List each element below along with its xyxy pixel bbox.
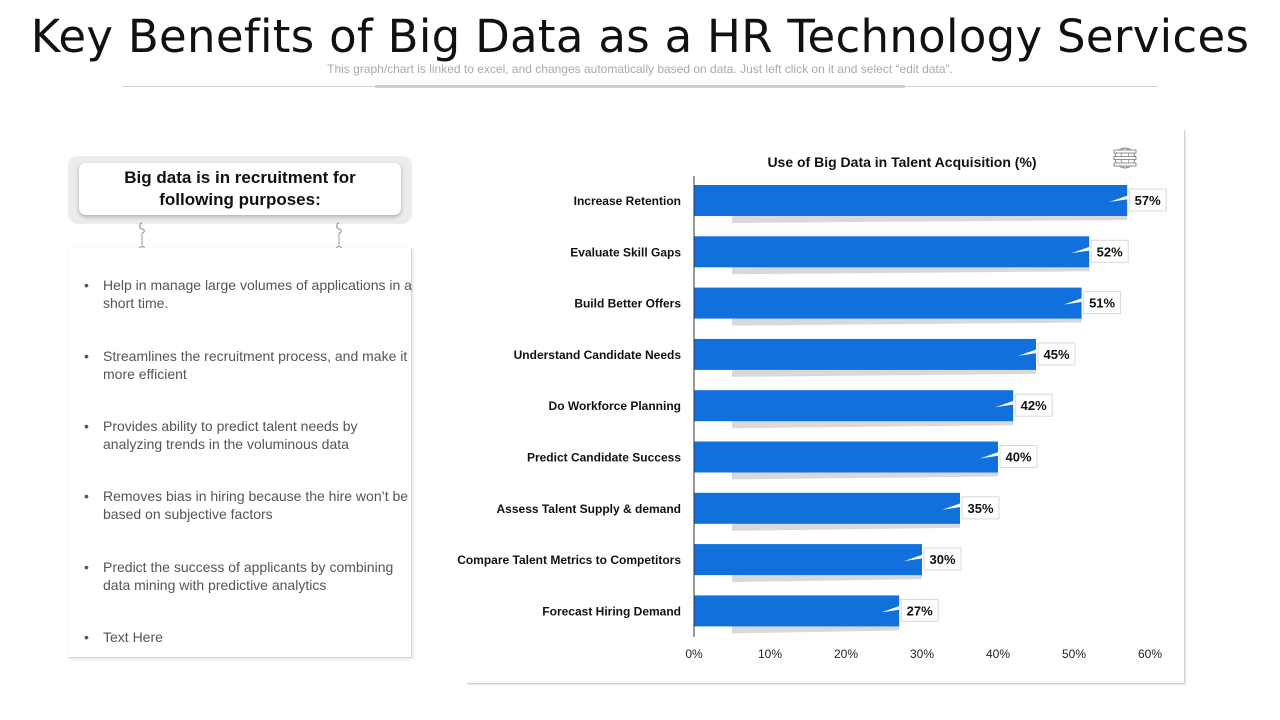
bullet-icon: • [84,418,89,434]
data-label: 40% [1005,450,1031,465]
x-tick-label: 60% [1138,647,1162,661]
data-label-box [1128,188,1167,212]
data-label: 57% [1135,193,1161,208]
purpose-list-panel: • Help in manage large volumes of applica… [68,248,412,658]
bar[interactable] [694,338,1036,370]
data-label: 45% [1043,347,1069,362]
bar[interactable] [694,390,1014,422]
page-subtitle: This graph/chart is linked to excel, and… [327,62,953,76]
data-label-pointer [1109,195,1130,202]
list-item: • Text Here [84,629,163,645]
bar[interactable] [694,492,960,524]
bar[interactable] [694,236,1090,268]
bullet-icon: • [84,488,89,504]
bar-shadow [732,265,1090,275]
data-label-box [900,598,939,622]
panel-heading: Big data is in recruitment for following… [79,163,401,215]
list-item: • Removes bias in hiring because the hire… [84,488,409,522]
bar-shadow [732,419,1014,429]
data-label-box [1037,342,1076,366]
data-label-box [999,445,1038,468]
bar[interactable] [694,441,998,473]
bar[interactable] [694,185,1128,216]
bar-shadow [732,214,1128,223]
data-label-box [1014,393,1053,417]
category-label: Build Better Offers [574,297,681,311]
category-label: Do Workforce Planning [549,399,681,413]
data-label-pointer [1018,348,1038,356]
bar-shadow [732,573,922,583]
bullet-icon: • [84,629,89,645]
x-tick-label: 10% [758,647,782,661]
panel-heading-text: Big data is in recruitment for following… [124,168,356,209]
data-label: 35% [967,501,993,516]
data-label-box [923,547,962,571]
data-label-box [1083,291,1122,315]
list-item: • Help in manage large volumes of applica… [84,277,412,311]
category-label: Understand Candidate Needs [514,348,682,362]
bullet-icon: • [84,348,89,364]
x-tick-label: 20% [834,647,858,661]
chart-title: Use of Big Data in Talent Acquisition (%… [767,154,1036,170]
category-label: Forecast Hiring Demand [542,604,681,618]
bar[interactable] [694,544,922,576]
x-tick-label: 50% [1062,647,1086,661]
data-label-pointer [980,451,1000,459]
data-label-pointer [881,605,902,613]
data-label-pointer [942,502,962,510]
page-title: Key Benefits of Big Data as a HR Technol… [30,10,1250,63]
bar[interactable] [694,595,900,627]
data-label: 30% [929,552,955,567]
data-label-pointer [1063,297,1084,305]
data-label: 27% [907,603,933,618]
bar[interactable] [694,287,1082,319]
bar-shadow [732,470,998,480]
bar-shadow [732,316,1082,326]
bullet-icon: • [84,277,89,293]
data-label: 51% [1089,296,1115,311]
data-label-pointer [1071,246,1092,254]
globe-database-icon [1113,147,1137,169]
list-item: • Streamlines the recruitment process, an… [84,348,408,382]
data-label-box [1090,239,1129,263]
bar-shadow [732,624,900,634]
x-tick-label: 30% [910,647,934,661]
x-tick-label: 0% [685,647,703,661]
x-tick-label: 40% [986,647,1010,661]
data-label: 42% [1021,398,1047,413]
category-label: Predict Candidate Success [527,451,681,465]
category-label: Increase Retention [574,194,681,208]
data-label: 52% [1097,244,1123,259]
data-label-box [961,496,1000,520]
data-label-pointer [904,554,924,562]
category-label: Compare Talent Metrics to Competitors [457,553,681,567]
list-item: • Provides ability to predict talent need… [84,418,358,452]
category-label: Evaluate Skill Gaps [570,245,681,259]
bar-shadow [732,367,1036,377]
list-item: • Predict the success of applicants by co… [84,559,394,593]
bar-shadow [732,521,960,531]
category-label: Assess Talent Supply & demand [497,502,682,516]
title-divider-accent [375,85,905,88]
data-label-pointer [995,400,1016,408]
bullet-icon: • [84,559,89,575]
